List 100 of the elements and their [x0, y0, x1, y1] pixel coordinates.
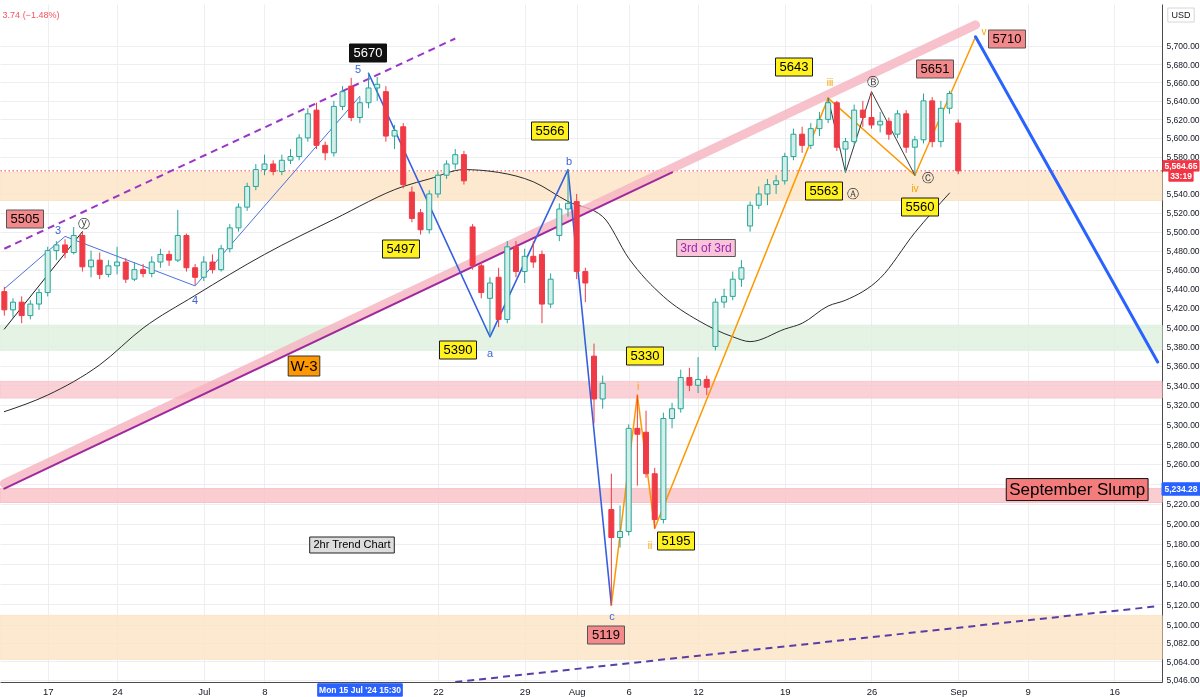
candlestick — [226, 223, 233, 254]
candlestick — [729, 271, 736, 301]
candlestick — [62, 238, 69, 259]
annotation: 5195 — [661, 533, 691, 548]
text: USD — [1171, 10, 1191, 20]
candlestick — [278, 154, 285, 176]
y-tick-label: 5,100.00 — [1166, 620, 1200, 631]
candlestick — [816, 111, 823, 137]
candlestick — [166, 250, 173, 267]
annotation: 5497 — [386, 241, 416, 256]
candlestick — [261, 154, 268, 176]
candlestick — [252, 163, 259, 191]
candlestick — [790, 128, 797, 161]
candlestick — [209, 253, 216, 274]
x-tick-label: 24 — [112, 685, 123, 697]
annotation: Ⓒ — [922, 171, 934, 185]
candlestick — [738, 259, 745, 288]
candlestick — [322, 141, 329, 161]
candlestick — [703, 375, 710, 396]
annotation: v — [981, 26, 987, 37]
candlestick — [200, 255, 207, 282]
x-tick-label: 26 — [866, 685, 878, 697]
annotation: i — [636, 381, 640, 392]
y-tick-label: 5,082.00 — [1166, 638, 1200, 649]
y-tick-label: 5,700.00 — [1166, 41, 1200, 52]
y-tick-label: 5,440.00 — [1166, 284, 1200, 295]
candlestick — [434, 170, 441, 199]
line-series — [3, 95, 361, 290]
ref-line-label: 5,564.65 — [1164, 160, 1198, 171]
y-tick-label: 5,046.00 — [1166, 675, 1200, 686]
candlestick — [695, 356, 702, 394]
candlestick — [18, 295, 25, 324]
x-tick-label: 29 — [519, 685, 531, 697]
candlestick — [218, 244, 225, 273]
candlestick — [859, 100, 866, 128]
candlestick — [114, 246, 121, 275]
x-tick-label: Sep — [950, 685, 968, 697]
candlestick — [27, 299, 34, 320]
y-tick-label: 5,064.00 — [1166, 656, 1200, 667]
candlestick — [443, 159, 450, 180]
candlestick — [36, 288, 43, 311]
candlestick — [582, 267, 589, 303]
annotation: 5563 — [809, 183, 839, 198]
annotation: 5330 — [630, 348, 660, 363]
annotation: 5505 — [10, 211, 40, 226]
annotation: 5560 — [905, 199, 935, 214]
annotation: iv — [911, 183, 919, 194]
y-tick-label: 5,380.00 — [1166, 341, 1200, 352]
candlestick — [374, 76, 381, 102]
candlestick — [365, 72, 372, 109]
candlestick — [807, 122, 814, 150]
annotation: 5710 — [992, 31, 1022, 46]
x-tick-label: 19 — [779, 685, 791, 697]
candlestick — [235, 202, 242, 233]
annotation: 5 — [354, 63, 362, 75]
candlestick — [530, 240, 537, 269]
candlestick — [669, 402, 676, 429]
annotation: 5643 — [779, 59, 809, 74]
candlestick — [88, 250, 95, 278]
annotation: W-3 — [290, 357, 318, 374]
y-tick-label: 5,480.00 — [1166, 246, 1200, 257]
line-series — [827, 91, 916, 176]
y-tick-label: 5,340.00 — [1166, 380, 1200, 391]
candlestick — [747, 200, 754, 233]
y-tick-label: 5,500.00 — [1166, 227, 1200, 238]
y-tick-label: 5,260.00 — [1166, 459, 1200, 470]
y-tick-label: 5,220.00 — [1166, 499, 1200, 510]
candlestick — [521, 248, 528, 284]
candlestick — [842, 137, 849, 173]
annotation: 3rd of 3rd — [680, 241, 732, 255]
candlestick — [244, 182, 251, 212]
annotation: 3.74 (−1.48%) — [2, 10, 60, 20]
candlestick — [53, 240, 60, 261]
candlestick — [799, 126, 806, 154]
x-tick-label: 17 — [42, 685, 54, 697]
candlestick — [721, 288, 728, 309]
candlestick — [96, 252, 103, 280]
y-tick-label: 5,200.00 — [1166, 519, 1200, 530]
y-tick-label: 5,180.00 — [1166, 539, 1200, 550]
candlestick — [70, 226, 77, 255]
annotation: c — [609, 610, 616, 622]
candlestick — [946, 90, 953, 115]
candlestick — [122, 257, 129, 284]
y-tick-label: 5,540.00 — [1166, 189, 1200, 200]
candlestick — [894, 109, 901, 139]
annotation: ii — [647, 540, 653, 551]
annotation: Ⓐ — [847, 187, 859, 201]
candlestick — [755, 185, 762, 210]
annotation: 5119 — [592, 627, 620, 642]
annotation: 2hr Trend Chart — [313, 538, 391, 550]
annotation: ⓨ — [78, 217, 90, 231]
y-tick-label: 5,300.00 — [1166, 419, 1200, 430]
y-tick-label: 5,420.00 — [1166, 303, 1200, 314]
y-tick-label: 5,640.00 — [1166, 96, 1200, 107]
annotation: a — [486, 347, 494, 359]
y-tick-label: 5,660.00 — [1166, 77, 1200, 88]
x-tick-label: Aug — [568, 685, 586, 697]
y-tick-label: 5,600.00 — [1166, 133, 1200, 144]
candlestick — [131, 261, 138, 282]
candlestick — [192, 263, 199, 286]
